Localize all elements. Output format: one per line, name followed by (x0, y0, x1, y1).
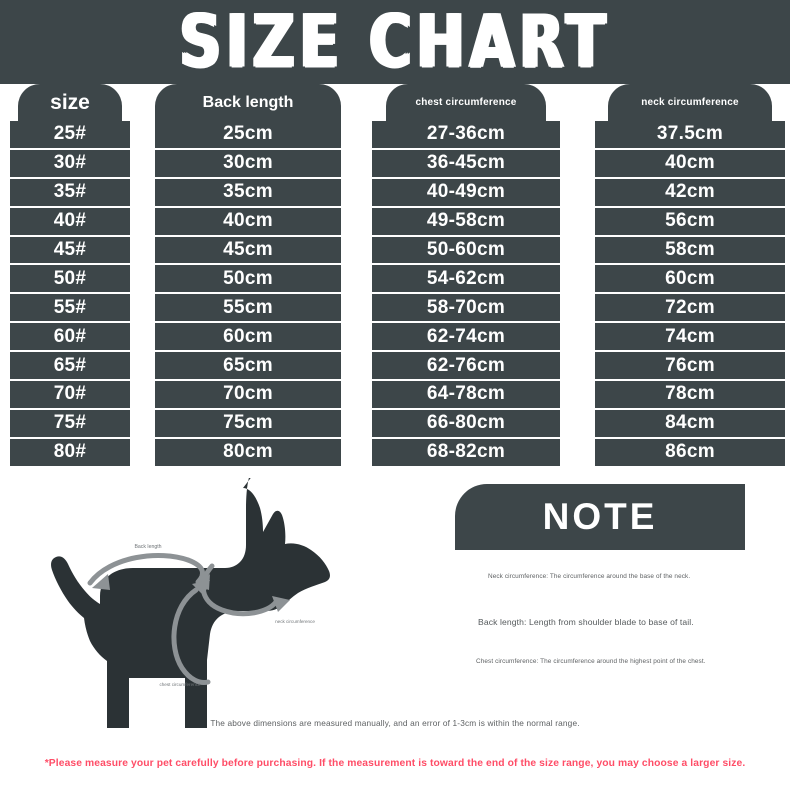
table-cell: 72cm (595, 294, 785, 322)
size-table: size 25# 30# 35# 40# 45# 50# 55# 60# 65# 70# 75# 80… (0, 84, 790, 474)
table-cell: 50cm (155, 265, 341, 293)
table-cell: 65# (10, 352, 130, 380)
table-cell: 45# (10, 236, 130, 264)
table-cell: 62-74cm (372, 323, 560, 351)
table-cell: 74cm (595, 323, 785, 351)
table-cell: 60cm (595, 265, 785, 293)
table-cell: 58-70cm (372, 294, 560, 322)
note-line-neck: Neck circumference: The circumference ar… (488, 573, 691, 580)
note-line-chest: Chest circumference: The circumference a… (476, 658, 706, 665)
table-column-chest-circumference: chest circumference 27-36cm 36-45cm 40-49c… (372, 84, 560, 468)
table-cell: 49-58cm (372, 207, 560, 235)
column-header-back-length: Back length (155, 84, 341, 121)
column-body-size: 25# 30# 35# 40# 45# 50# 55# 60# 65# 70# 75# 80# (10, 121, 130, 466)
table-cell: 66-80cm (372, 409, 560, 437)
table-cell: 25cm (155, 121, 341, 148)
table-cell: 40-49cm (372, 178, 560, 206)
table-cell: 50# (10, 265, 130, 293)
chest-circumference-arrow-head-icon (192, 580, 210, 596)
table-cell: 80cm (155, 438, 341, 466)
table-cell: 62-76cm (372, 352, 560, 380)
table-cell: 58cm (595, 236, 785, 264)
table-cell: 25# (10, 121, 130, 148)
dog-measurement-diagram: Back length neck circumference chest cir… (0, 478, 340, 728)
column-body-neck-circumference: 37.5cm 40cm 42cm 56cm 58cm 60cm 72cm 74cm 76cm 78… (595, 121, 785, 466)
table-cell: 40cm (595, 149, 785, 177)
table-cell: 54-62cm (372, 265, 560, 293)
table-cell: 65cm (155, 352, 341, 380)
table-cell: 86cm (595, 438, 785, 466)
table-cell: 27-36cm (372, 121, 560, 148)
note-line-back: Back length: Length from shoulder blade … (478, 617, 694, 627)
table-cell: 55# (10, 294, 130, 322)
table-column-back-length: Back length 25cm 30cm 35cm 40cm 45cm 50cm 55cm… (155, 84, 341, 468)
note-heading: NOTE (542, 496, 658, 537)
table-column-size: size 25# 30# 35# 40# 45# 50# 55# 60# 65# 70# 75# 80… (10, 84, 130, 468)
table-cell: 45cm (155, 236, 341, 264)
neck-circumference-arrow-icon (200, 563, 279, 617)
table-column-neck-circumference: neck circumference 37.5cm 40cm 42cm 56cm 58c… (595, 84, 785, 468)
note-body: Neck circumference: The circumference ar… (440, 565, 790, 680)
column-body-chest-circumference: 27-36cm 36-45cm 40-49cm 49-58cm 50-60cm 54-62… (372, 121, 560, 466)
table-cell: 40# (10, 207, 130, 235)
column-header-size: size (18, 84, 122, 121)
table-cell: 42cm (595, 178, 785, 206)
table-cell: 64-78cm (372, 381, 560, 408)
table-cell: 84cm (595, 409, 785, 437)
table-cell: 36-45cm (372, 149, 560, 177)
back-length-arrow-icon (87, 552, 206, 586)
table-cell: 50-60cm (372, 236, 560, 264)
diagram-label-neck-circumference: neck circumference (275, 619, 315, 624)
table-cell: 60# (10, 323, 130, 351)
table-cell: 70cm (155, 381, 341, 408)
diagram-label-back-length: Back length (134, 544, 161, 550)
neck-circumference-arrow-head-icon (272, 596, 290, 612)
table-cell: 68-82cm (372, 438, 560, 466)
table-cell: 35cm (155, 178, 341, 206)
table-cell: 70# (10, 381, 130, 408)
table-cell: 30cm (155, 149, 341, 177)
table-cell: 75# (10, 409, 130, 437)
table-cell: 60cm (155, 323, 341, 351)
title-banner: SIZE CHART (0, 0, 790, 84)
table-cell: 40cm (155, 207, 341, 235)
table-cell: 76cm (595, 352, 785, 380)
chest-circumference-arrow-icon (171, 587, 211, 685)
table-cell: 80# (10, 438, 130, 466)
diagram-label-chest-circumference: chest circumference (159, 682, 201, 687)
dog-silhouette-icon (51, 478, 330, 728)
measurement-disclaimer: The above dimensions are measured manual… (210, 718, 580, 728)
table-cell: 30# (10, 149, 130, 177)
measurement-warning: *Please measure your pet carefully befor… (44, 758, 746, 769)
table-cell: 78cm (595, 381, 785, 408)
note-banner: NOTE (455, 484, 745, 550)
table-cell: 56cm (595, 207, 785, 235)
table-cell: 55cm (155, 294, 341, 322)
column-header-neck-circumference: neck circumference (608, 84, 772, 121)
page-title: SIZE CHART (179, 0, 611, 84)
table-cell: 37.5cm (595, 121, 785, 148)
table-cell: 75cm (155, 409, 341, 437)
column-body-back-length: 25cm 30cm 35cm 40cm 45cm 50cm 55cm 60cm 65cm 70cm… (155, 121, 341, 466)
column-header-chest-circumference: chest circumference (386, 84, 546, 121)
table-cell: 35# (10, 178, 130, 206)
